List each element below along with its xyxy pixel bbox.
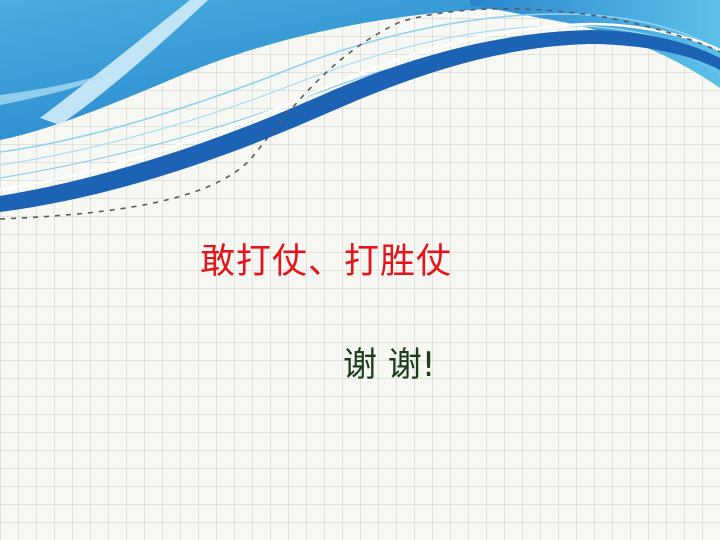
slide-headline: 敢打仗、打胜仗 <box>200 242 453 282</box>
header-wave-decoration <box>0 0 720 220</box>
thanks-text: 谢 谢! <box>343 345 436 385</box>
